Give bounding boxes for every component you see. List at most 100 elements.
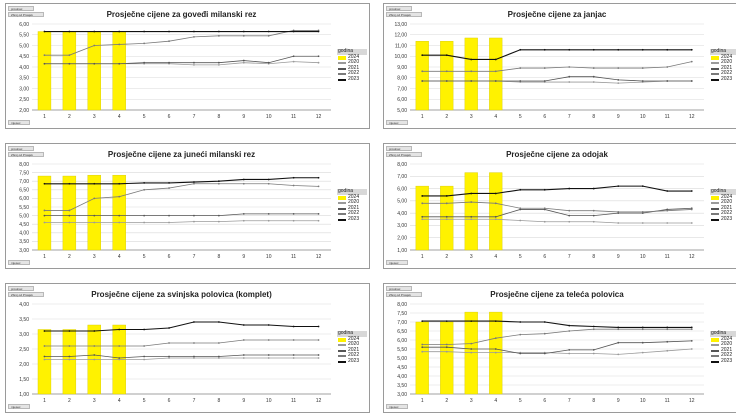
filter-subpill: Zbroj od Prosjek — [386, 152, 422, 157]
point-2020 — [543, 220, 546, 223]
x-tick-label: 11 — [665, 114, 670, 120]
y-tick-label: 1,50 — [19, 377, 29, 383]
bar-2024 — [37, 31, 52, 111]
x-tick-label: 12 — [689, 114, 695, 120]
legend-label: 2021 — [348, 204, 360, 211]
point-2023 — [568, 324, 571, 327]
x-tick-label: 2 — [68, 398, 71, 404]
legend-swatch — [711, 195, 719, 200]
legend-label: 2024 — [348, 53, 360, 60]
legend: godina 2024 2020 2021 2022 2023 — [337, 330, 367, 365]
y-tick-label: 7,00 — [19, 179, 29, 185]
y-tick-label: 2,50 — [19, 347, 29, 353]
point-2021 — [470, 80, 473, 82]
point-2022 — [43, 345, 46, 347]
legend-label: 2022 — [348, 210, 360, 217]
point-2021 — [592, 349, 595, 351]
y-tick-label: 4,00 — [19, 65, 29, 71]
point-2020 — [68, 358, 71, 361]
legend-entry: 2022 — [710, 353, 736, 359]
chart-panel-2: prosinac Zbroj od Prosjek mjesec Prosječne … — [383, 3, 736, 129]
point-2020 — [242, 61, 245, 64]
x-tick-label: 2 — [68, 114, 71, 120]
legend-entry: 2024 — [337, 53, 367, 61]
point-2020 — [666, 222, 669, 224]
point-2023 — [666, 326, 669, 329]
line-series-2021 — [44, 213, 319, 216]
legend-swatch — [711, 207, 719, 210]
y-tick-label: 6,50 — [397, 329, 407, 335]
point-2022 — [666, 209, 669, 212]
x-tick-label: 7 — [193, 398, 196, 404]
point-2020 — [193, 220, 195, 223]
line-series-2023 — [44, 321, 319, 332]
point-2023 — [317, 325, 320, 328]
y-tick-label: 6,00 — [397, 186, 407, 192]
legend-swatch — [711, 202, 719, 205]
point-2020 — [568, 81, 571, 83]
point-2021 — [592, 214, 595, 217]
point-2023 — [93, 30, 96, 33]
chart-title: Prosječne cijene za teleća polovica — [490, 290, 624, 299]
y-tick-label: 7,50 — [19, 170, 29, 176]
y-tick-label: 3,00 — [19, 332, 29, 338]
legend-entry: 2024 — [337, 194, 367, 201]
point-2022 — [543, 207, 546, 210]
point-2023 — [641, 48, 644, 51]
y-tick-label: 7,00 — [397, 320, 407, 326]
point-2023 — [118, 328, 121, 331]
y-tick-label: 6,00 — [19, 22, 29, 28]
legend-entry: 2021 — [337, 347, 367, 354]
point-2022 — [168, 187, 170, 189]
legend-label: 2020 — [721, 199, 733, 206]
point-2020 — [143, 358, 146, 361]
line-series-2022 — [44, 30, 319, 56]
point-2023 — [641, 185, 644, 188]
filter-pill: prosinac — [8, 6, 34, 11]
point-2021 — [267, 212, 270, 215]
x-tick-label: 4 — [118, 114, 121, 120]
point-2020 — [93, 358, 96, 361]
bar-2024 — [415, 41, 429, 111]
x-tick-label: 5 — [519, 254, 522, 260]
axis-field-pill: mjesec — [386, 120, 408, 125]
point-2020 — [641, 351, 644, 354]
point-2020 — [666, 349, 669, 352]
point-2022 — [470, 201, 473, 203]
point-2023 — [93, 330, 96, 332]
point-2023 — [421, 320, 424, 322]
legend-swatch — [711, 73, 719, 76]
legend-swatch — [338, 360, 346, 363]
point-2020 — [193, 357, 195, 359]
point-2020 — [267, 219, 270, 222]
point-2020 — [217, 63, 220, 66]
line-series-2020 — [44, 220, 319, 223]
line-series-2021 — [422, 76, 692, 82]
filter-subpill: Zbroj od Prosjek — [8, 12, 44, 17]
legend-label: 2021 — [721, 346, 733, 353]
point-2020 — [421, 350, 424, 353]
legend-swatch — [711, 213, 719, 216]
y-tick-label: 4,50 — [19, 222, 29, 228]
bar-2024 — [440, 41, 454, 111]
chart-panel-1: prosinac Zbroj od Prosjek mjesec Prosječne … — [5, 3, 370, 129]
legend-label: 2023 — [721, 215, 733, 222]
y-tick-label: 3,00 — [397, 392, 407, 398]
x-tick-label: 4 — [494, 114, 497, 120]
legend-entry: 2022 — [710, 71, 736, 77]
legend-entry: 2020 — [337, 60, 367, 66]
point-2023 — [43, 330, 46, 332]
point-2021 — [43, 355, 46, 358]
legend-header: godina — [337, 330, 367, 337]
axis-field-pill: mjesec — [8, 404, 30, 409]
legend-entry: 2023 — [337, 216, 367, 223]
point-2023 — [242, 324, 245, 326]
x-tick-label: 5 — [143, 114, 146, 120]
x-tick-label: 6 — [543, 254, 546, 260]
y-tick-label: 3,50 — [19, 317, 29, 323]
point-2022 — [118, 345, 121, 347]
legend: godina 2024 2020 2021 2022 2023 — [710, 48, 736, 83]
point-2023 — [445, 195, 448, 197]
point-2023 — [617, 48, 620, 51]
legend-entry: 2023 — [710, 215, 736, 223]
